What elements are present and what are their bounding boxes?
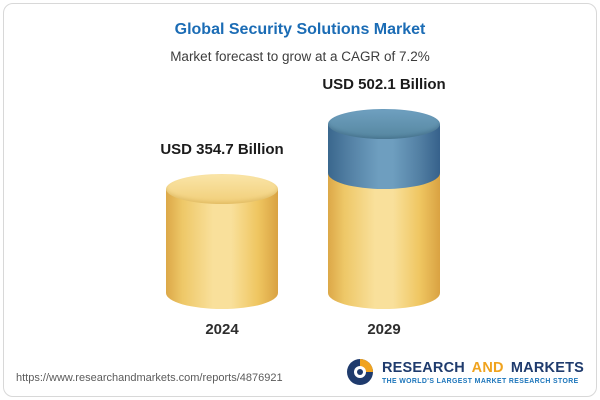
logo-wordmark: RESEARCH AND MARKETS <box>382 360 584 376</box>
bar-2029 <box>328 109 440 309</box>
chart-card: Global Security Solutions Market Market … <box>3 3 597 397</box>
bar-value-label-2024: USD 354.7 Billion <box>160 141 284 158</box>
report-url[interactable]: https://www.researchandmarkets.com/repor… <box>16 372 283 384</box>
researchandmarkets-logo-icon <box>345 357 375 387</box>
logo-word-research: RESEARCH <box>381 359 465 376</box>
researchandmarkets-logo[interactable]: RESEARCH AND MARKETS THE WORLD'S LARGEST… <box>345 357 584 387</box>
logo-text: RESEARCH AND MARKETS THE WORLD'S LARGEST… <box>382 360 584 385</box>
bar-2024 <box>166 174 278 309</box>
axis-label-2024: 2024 <box>205 321 239 338</box>
bar-2029-cap <box>328 109 440 139</box>
bar-group-2024: USD 354.7 Billion 2024 <box>147 141 297 338</box>
logo-tagline: THE WORLD'S LARGEST MARKET RESEARCH STOR… <box>381 377 579 385</box>
axis-label-2029: 2029 <box>367 321 401 338</box>
bar-group-2029: USD 502.1 Billion 2029 <box>309 76 459 338</box>
bar-2029-gold-body <box>328 173 440 309</box>
bar-2024-cap <box>166 174 278 204</box>
chart-title: Global Security Solutions Market <box>174 21 426 38</box>
logo-word-markets: MARKETS <box>510 359 584 376</box>
bar-value-label-2029: USD 502.1 Billion <box>322 76 446 93</box>
bar-chart: USD 354.7 Billion 2024 USD 502.1 Billion… <box>10 74 596 338</box>
logo-word-and: AND <box>471 359 504 376</box>
bar-2024-body <box>166 189 278 309</box>
chart-subtitle: Market forecast to grow at a CAGR of 7.2… <box>170 49 430 64</box>
